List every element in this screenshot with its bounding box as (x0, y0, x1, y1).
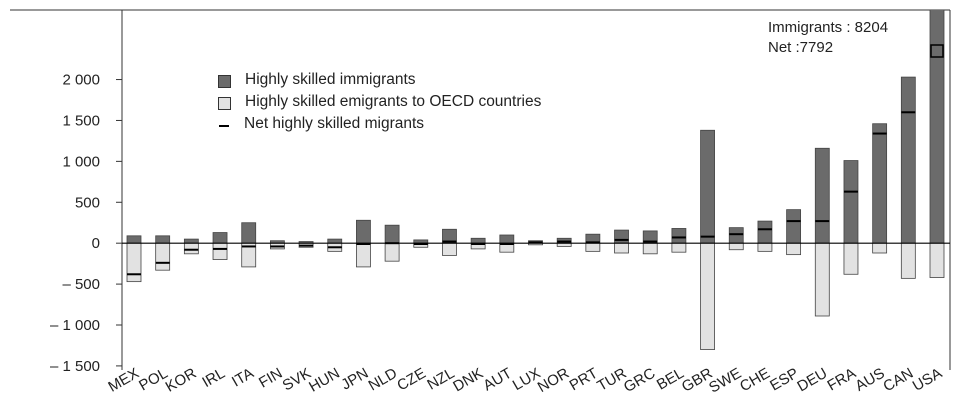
y-tick-label: 0 (92, 235, 100, 252)
bar (384, 242, 400, 262)
bar (470, 237, 486, 244)
x-tick-label: KOR (163, 365, 200, 396)
y-tick-label: 1 500 (62, 112, 100, 129)
y-tick-label: 500 (75, 194, 100, 211)
bar (814, 147, 830, 244)
bar (126, 242, 142, 283)
bar (327, 238, 343, 244)
x-tick-label: HUN (306, 365, 343, 396)
bar (212, 232, 228, 244)
x-tick-label: ITA (229, 365, 257, 391)
y-tick-label: – 1 000 (50, 317, 100, 334)
bar (614, 229, 629, 244)
legend-label: Highly skilled immigrants (245, 71, 416, 88)
bar (585, 242, 601, 252)
bar (929, 242, 945, 278)
bar (126, 235, 142, 244)
y-tick-label: 1 000 (62, 153, 100, 170)
x-tick-label: GRC (621, 365, 659, 396)
bar (356, 219, 371, 244)
bar (499, 234, 515, 244)
bar (786, 209, 802, 244)
x-tick-label: IRL (199, 365, 228, 391)
legend-swatch (218, 75, 231, 88)
legend-swatch (218, 97, 231, 110)
bar (241, 222, 257, 244)
bar (671, 228, 687, 244)
plot-area (122, 10, 950, 350)
legend: Highly skilled immigrants Highly skilled… (218, 72, 575, 137)
bar (183, 242, 199, 255)
y-tick-label: – 500 (62, 276, 100, 293)
bar (757, 242, 773, 252)
bar (872, 242, 888, 254)
x-tick-label: USA (910, 365, 945, 395)
bar (757, 220, 773, 244)
bar (700, 129, 715, 244)
y-tick-label: 2 000 (62, 72, 100, 89)
legend-label: Net highly skilled migrants (244, 115, 425, 132)
bar (671, 242, 687, 253)
bar (212, 242, 228, 260)
x-tick-label: CZE (394, 365, 428, 395)
bar (843, 160, 859, 244)
bar (155, 242, 171, 271)
bar (814, 242, 830, 317)
legend-item: Highly skilled immigrants (218, 72, 575, 88)
bar (900, 242, 916, 279)
annotation: Immigrants : 8204 (768, 19, 888, 36)
bar (700, 242, 715, 350)
bar (183, 238, 199, 244)
legend-item: Highly skilled emigrants to OECD countri… (218, 94, 575, 110)
legend-label: Highly skilled emigrants to OECD countri… (245, 93, 542, 110)
break-indicator (930, 44, 944, 58)
bar (843, 242, 859, 275)
bar (155, 235, 171, 244)
legend-swatch (219, 125, 229, 127)
bar (929, 10, 945, 244)
legend-item: Net highly skilled migrants (218, 116, 575, 131)
bar (442, 242, 457, 256)
bar (642, 242, 658, 255)
bar (872, 123, 888, 244)
bar (786, 242, 802, 256)
annotation: Net :7792 (768, 39, 833, 56)
y-tick-label: – 1 500 (50, 358, 100, 375)
bar (728, 242, 744, 251)
bar (614, 242, 629, 254)
bar (728, 227, 744, 244)
bar (384, 224, 400, 244)
bar (900, 76, 916, 244)
bar (356, 242, 371, 268)
